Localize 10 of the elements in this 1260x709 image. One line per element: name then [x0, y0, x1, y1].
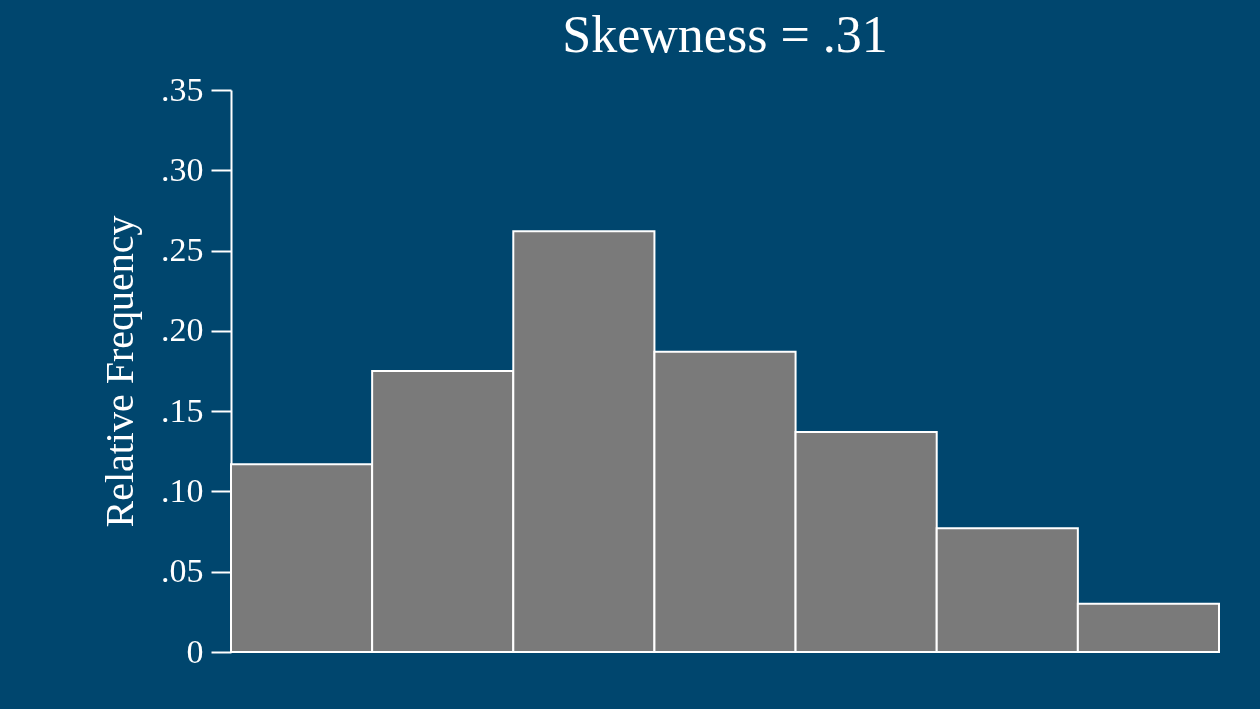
y-tick-label: .20	[161, 311, 204, 349]
y-tick-label: .30	[161, 150, 204, 188]
y-tick-label: 0	[186, 632, 204, 670]
y-tick-label: .10	[161, 471, 204, 509]
y-tick-label: .35	[161, 70, 204, 108]
y-tick-label: .05	[161, 552, 204, 590]
y-tick-label: .15	[161, 391, 204, 429]
chart-title: Skewness = .31	[562, 6, 888, 63]
y-tick-label: .25	[161, 231, 204, 269]
y-axis-title: Relative Frequency	[97, 215, 142, 528]
